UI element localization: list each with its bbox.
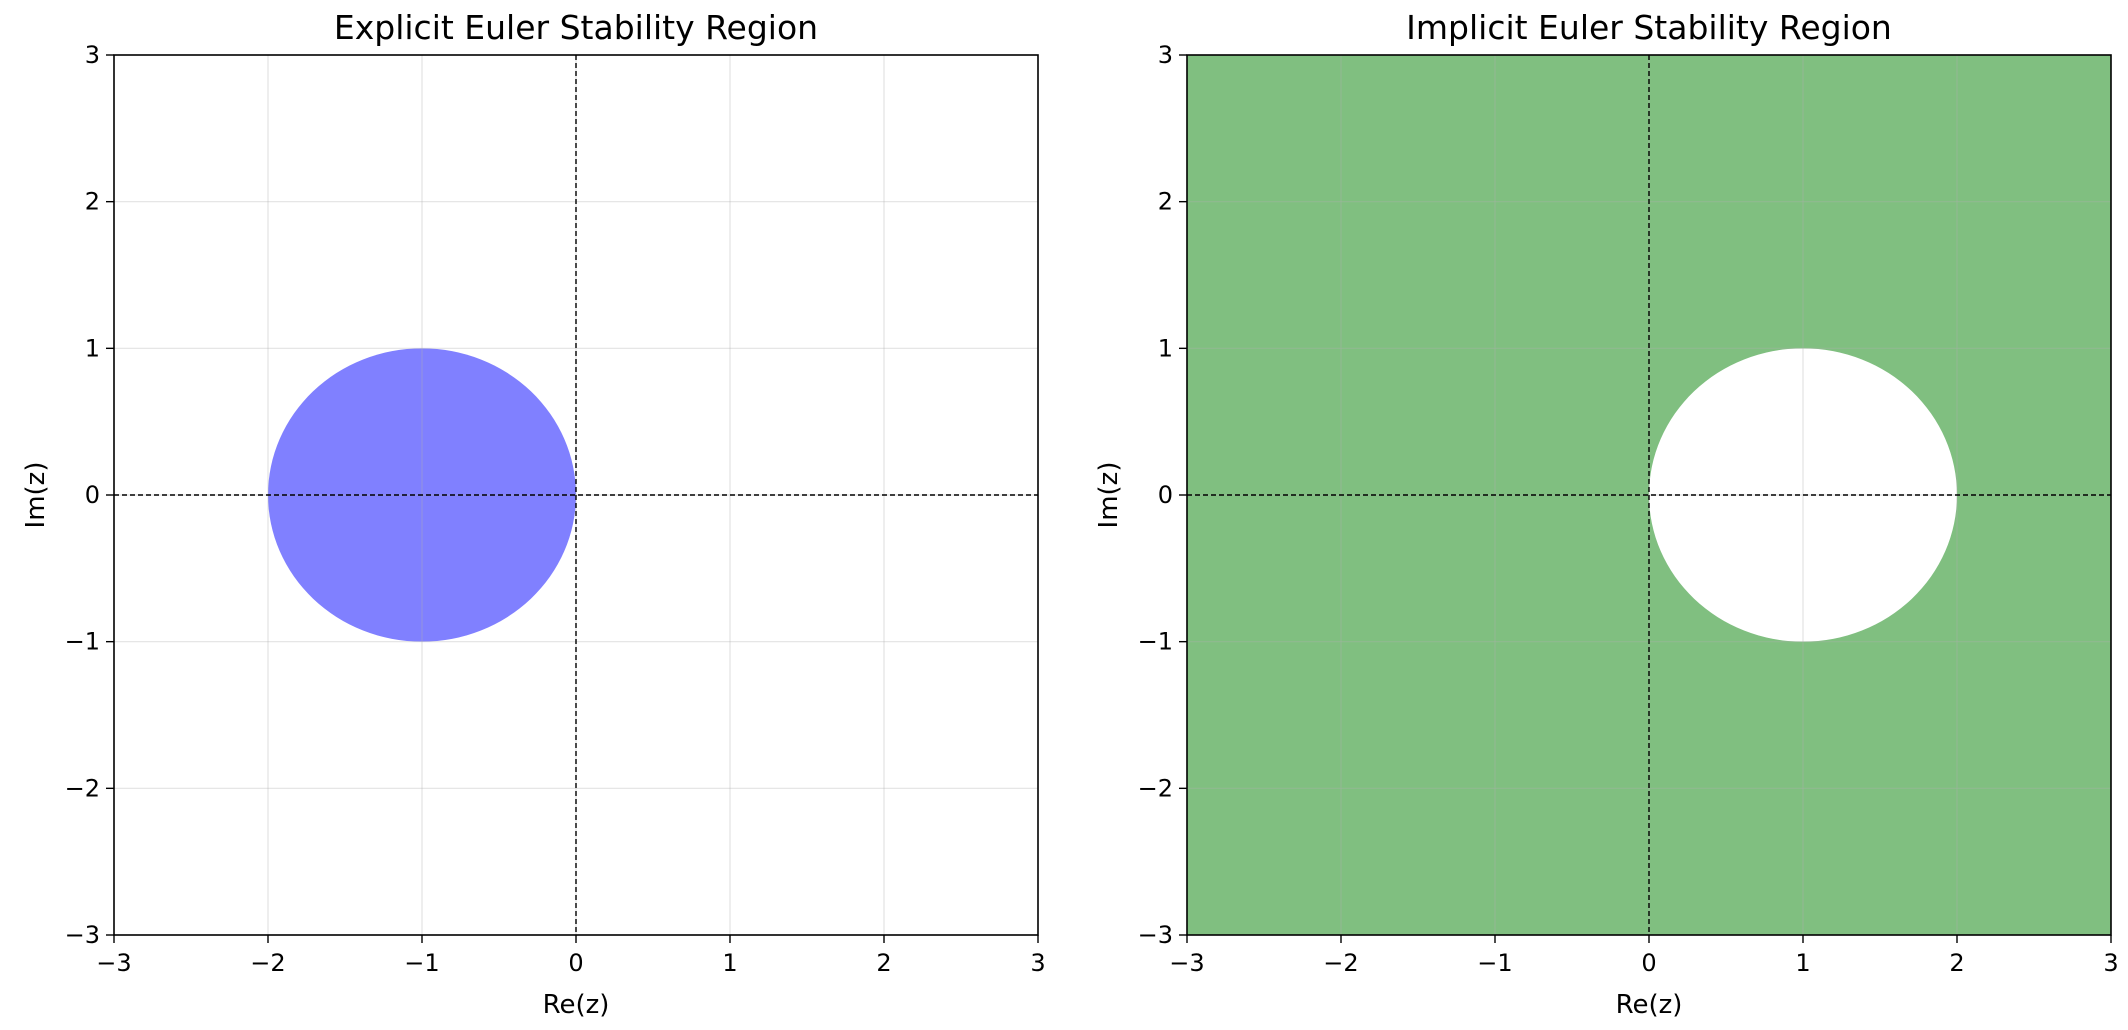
x-tick-label: 1 bbox=[722, 949, 737, 977]
chart-panel-2: −3 −2 −1 0 1 2 3 −3 −2 −1 0 1 2 3 Implicit Euler Stabi… bbox=[1094, 8, 2119, 1020]
plot-area bbox=[1187, 55, 2111, 935]
x-tick-label: 0 bbox=[568, 949, 583, 977]
y-tick-label: −1 bbox=[1138, 628, 1173, 656]
x-tick-label: −2 bbox=[1323, 949, 1358, 977]
y-tick-label: 1 bbox=[85, 334, 100, 362]
chart-title: Explicit Euler Stability Region bbox=[334, 8, 818, 47]
x-tick-label: −1 bbox=[1477, 949, 1512, 977]
x-tick-label: 1 bbox=[1795, 949, 1810, 977]
y-axis-label: Im(z) bbox=[21, 462, 51, 529]
y-tick-label: −2 bbox=[1138, 774, 1173, 802]
x-axis-label: Re(z) bbox=[1616, 990, 1683, 1020]
chart-title: Implicit Euler Stability Region bbox=[1406, 8, 1892, 47]
chart-panel-1: −3 −2 −1 0 1 2 3 −3 −2 −1 0 1 2 3 Explicit Euler Stabi… bbox=[21, 8, 1046, 1020]
y-tick-label: −2 bbox=[65, 774, 100, 802]
y-tick-label: 2 bbox=[85, 188, 100, 216]
x-tick-label: 2 bbox=[1949, 949, 1964, 977]
y-axis-label: Im(z) bbox=[1094, 462, 1124, 529]
y-tick-label: 3 bbox=[1158, 41, 1173, 69]
x-tick-label: 3 bbox=[1030, 949, 1045, 977]
y-tick-label: 3 bbox=[85, 41, 100, 69]
x-tick-label: 2 bbox=[876, 949, 891, 977]
y-tick-label: −1 bbox=[65, 628, 100, 656]
y-tick-label: −3 bbox=[65, 921, 100, 949]
plot-area bbox=[114, 55, 1038, 935]
x-tick-label: 0 bbox=[1641, 949, 1656, 977]
x-tick-label: 3 bbox=[2103, 949, 2118, 977]
y-tick-label: 2 bbox=[1158, 188, 1173, 216]
x-tick-label: −2 bbox=[250, 949, 285, 977]
y-tick-label: 0 bbox=[1158, 481, 1173, 509]
x-axis-label: Re(z) bbox=[543, 990, 610, 1020]
x-tick-label: −1 bbox=[404, 949, 439, 977]
x-tick-label: −3 bbox=[96, 949, 131, 977]
x-tick-label: −3 bbox=[1169, 949, 1204, 977]
y-tick-label: 1 bbox=[1158, 334, 1173, 362]
y-tick-label: −3 bbox=[1138, 921, 1173, 949]
y-tick-label: 0 bbox=[85, 481, 100, 509]
